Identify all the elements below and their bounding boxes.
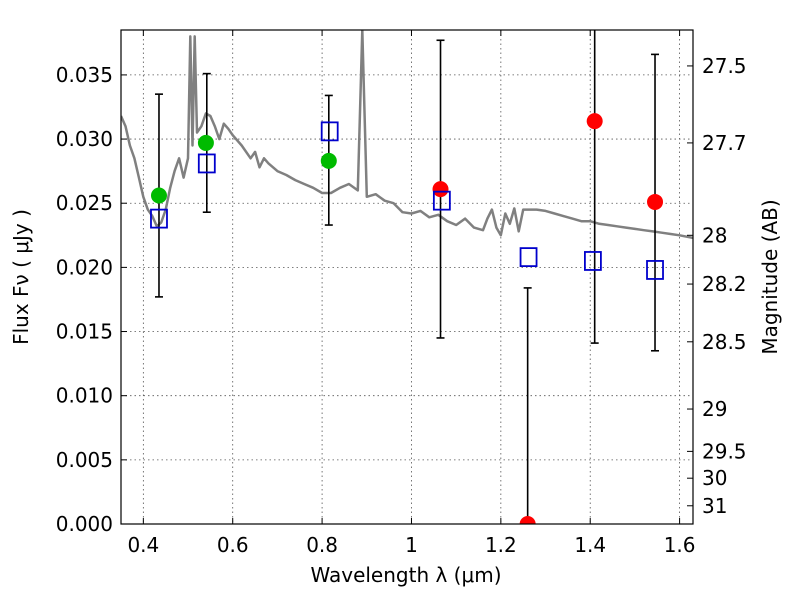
mag-tick-label: 30 <box>702 466 727 490</box>
model-square-marker <box>150 208 168 229</box>
model-square-marker <box>320 121 339 142</box>
x-axis-label: Wavelength λ (μm) <box>310 563 501 587</box>
tick-marks <box>121 30 693 525</box>
y-tick-label: 0.035 <box>56 63 113 87</box>
plot-frame <box>120 29 694 525</box>
x-tick-label: 1 <box>405 533 418 557</box>
mag-tick-label: 28.2 <box>702 272 747 296</box>
observed-point-marker <box>150 187 167 204</box>
observed-point-marker <box>586 113 603 130</box>
observed-point-marker <box>647 193 664 210</box>
plot-background <box>121 30 693 524</box>
mag-tick-label: 29.5 <box>702 439 747 463</box>
mag-tick-label: 28 <box>702 223 727 247</box>
x-tick-label: 0.4 <box>127 533 159 557</box>
y-tick-label: 0.025 <box>56 191 113 215</box>
mag-tick-label: 31 <box>702 494 727 518</box>
y-tick-label: 0.020 <box>56 255 113 279</box>
y-tick-label: 0.005 <box>56 448 113 472</box>
model-square-marker <box>519 247 538 268</box>
y2-axis-label: Magnitude (AB) <box>758 199 782 354</box>
observed-point-marker <box>519 516 536 524</box>
y-tick-label: 0.010 <box>56 384 113 408</box>
sed-model-line-group <box>121 30 693 240</box>
x-tick-label: 0.8 <box>306 533 338 557</box>
mag-tick-label: 28.5 <box>702 330 747 354</box>
model-square-marker <box>197 153 216 174</box>
sed-model-line <box>121 30 693 240</box>
mag-tick-label: 29 <box>702 397 727 421</box>
observed-point-marker <box>197 134 214 151</box>
model-square-marker <box>432 190 451 211</box>
y-axis-label: Flux Fν ( μJy ) <box>9 209 33 345</box>
plot-area <box>121 30 693 524</box>
y-tick-label: 0.030 <box>56 127 113 151</box>
x-tick-label: 1.2 <box>485 533 517 557</box>
x-tick-label: 1.4 <box>574 533 606 557</box>
y-tick-label: 0.000 <box>56 512 113 536</box>
markers-group <box>150 113 664 524</box>
tick-labels: 0.4 0.6 0.8 1 1.2 1.4 1.6 0.000 0.005 0.010 0.015 0… <box>56 54 747 557</box>
y-tick-label: 0.015 <box>56 320 113 344</box>
observed-point-marker <box>320 152 337 169</box>
model-square-marker <box>584 251 602 271</box>
mag-tick-label: 27.5 <box>702 54 747 78</box>
model-square-marker <box>646 260 664 280</box>
x-tick-label: 1.6 <box>664 533 696 557</box>
x-tick-label: 0.6 <box>217 533 249 557</box>
mag-tick-label: 27.7 <box>702 131 747 155</box>
observed-point-marker <box>432 181 449 198</box>
